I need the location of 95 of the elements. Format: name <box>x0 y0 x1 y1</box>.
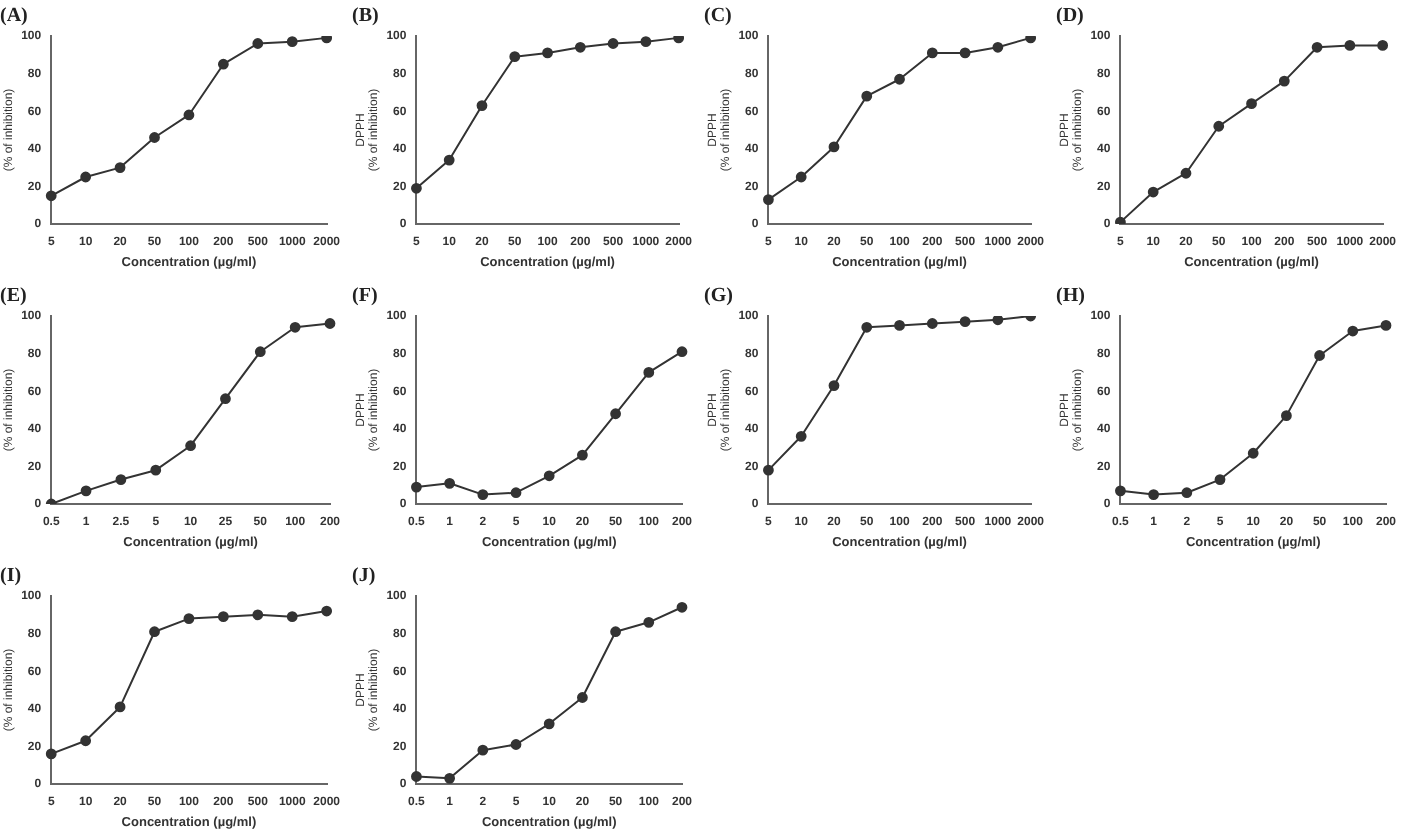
point <box>992 316 1004 326</box>
point <box>676 346 688 358</box>
chart-title: (D) <box>1056 5 1084 28</box>
point <box>183 613 195 624</box>
point <box>45 190 57 202</box>
point <box>763 464 774 476</box>
point <box>1115 485 1126 497</box>
point <box>577 449 588 461</box>
point <box>252 609 264 621</box>
point <box>926 318 938 329</box>
point <box>114 162 126 173</box>
point <box>959 47 971 59</box>
point <box>1281 410 1292 422</box>
point <box>1278 75 1290 87</box>
point <box>254 346 266 358</box>
point <box>828 380 840 391</box>
point <box>1115 216 1126 224</box>
point <box>444 477 456 489</box>
point <box>477 744 489 756</box>
point <box>1180 167 1192 179</box>
point <box>828 141 840 153</box>
point <box>252 38 264 49</box>
chart-title: (E) <box>0 285 27 308</box>
point <box>610 626 621 638</box>
point <box>115 474 127 485</box>
point <box>1380 320 1392 331</box>
point <box>509 51 521 63</box>
point <box>640 36 652 48</box>
chart-title: (C) <box>704 5 732 28</box>
point <box>607 38 619 49</box>
point <box>763 194 774 205</box>
point <box>286 36 298 48</box>
point <box>1181 487 1193 499</box>
point <box>321 605 333 617</box>
chart-title: (G) <box>704 285 733 308</box>
point <box>183 109 195 121</box>
point <box>149 132 160 143</box>
point <box>894 73 905 85</box>
point <box>217 58 229 70</box>
point <box>150 464 162 476</box>
point <box>411 771 422 782</box>
point <box>1247 447 1259 459</box>
point <box>411 481 422 493</box>
point <box>217 611 229 623</box>
point <box>477 489 489 500</box>
point <box>510 739 522 750</box>
chart-title: (A) <box>0 5 28 28</box>
point <box>80 485 92 497</box>
point <box>1344 40 1356 51</box>
point <box>185 440 197 452</box>
point <box>543 470 555 482</box>
point <box>861 321 873 333</box>
point <box>510 487 522 499</box>
point <box>80 171 92 183</box>
point <box>894 320 905 331</box>
point <box>574 41 586 53</box>
point <box>861 90 873 102</box>
point <box>543 718 555 730</box>
point <box>1314 350 1325 361</box>
point <box>643 367 655 378</box>
point <box>114 701 126 713</box>
chart-title: (J) <box>352 565 376 588</box>
point <box>643 616 655 628</box>
point <box>411 182 422 194</box>
point <box>1213 120 1225 132</box>
point <box>324 318 336 329</box>
point <box>1311 41 1323 53</box>
point <box>1377 40 1389 51</box>
point <box>444 772 456 784</box>
point <box>45 748 57 760</box>
chart-title: (B) <box>352 5 379 28</box>
point <box>1214 474 1226 485</box>
point <box>220 393 231 405</box>
point <box>577 692 588 703</box>
point <box>795 430 807 442</box>
point <box>795 171 807 183</box>
point <box>1148 489 1160 500</box>
point <box>926 47 938 59</box>
point <box>959 316 971 328</box>
chart-title: (F) <box>352 285 378 308</box>
point <box>80 735 92 747</box>
chart-title: (H) <box>1056 285 1085 308</box>
point <box>1147 186 1159 198</box>
point <box>676 601 688 613</box>
point <box>289 321 301 333</box>
point <box>1246 98 1257 110</box>
point <box>149 626 160 638</box>
point <box>476 100 488 111</box>
point <box>992 41 1004 53</box>
point <box>542 47 553 59</box>
point <box>286 611 298 623</box>
point <box>610 408 621 420</box>
point <box>443 154 455 166</box>
point <box>1347 325 1359 337</box>
chart-title: (I) <box>0 565 22 588</box>
